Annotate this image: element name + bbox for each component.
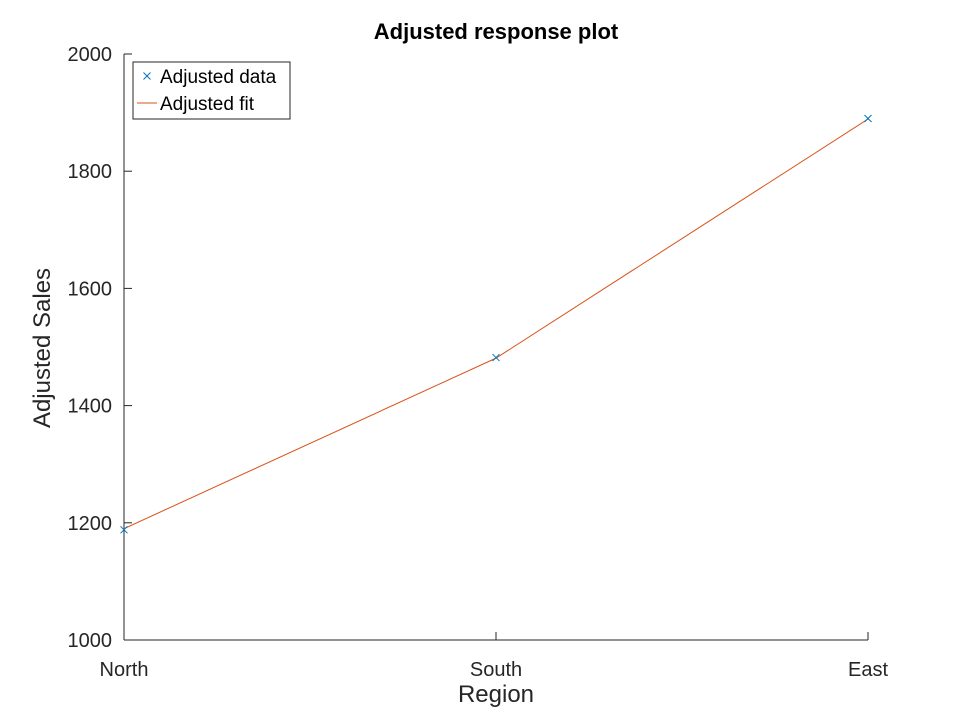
y-tick-label: 1000 <box>68 630 113 652</box>
legend-box <box>132 61 291 120</box>
legend-label-fit: Adjusted fit <box>160 94 255 115</box>
y-tick-label: 1400 <box>68 396 113 418</box>
legend: Adjusted data Adjusted fit <box>132 61 291 120</box>
chart-title: Adjusted response plot <box>374 19 619 44</box>
fit-line <box>123 118 869 530</box>
x-tick-label: South <box>470 659 522 681</box>
y-axis-title: Adjusted Sales <box>29 268 56 428</box>
data-point-stroke <box>492 353 500 362</box>
y-tick-label: 1800 <box>68 161 113 183</box>
data-point-stroke <box>864 114 872 123</box>
legend-label-data: Adjusted data <box>160 67 277 88</box>
x-tick-label: East <box>848 659 888 681</box>
y-tick-label: 2000 <box>68 44 113 66</box>
data-point <box>492 353 500 362</box>
y-tick-label: 1200 <box>68 513 113 535</box>
x-axis-title: Region <box>458 681 534 708</box>
axes: 1000 1200 1400 1600 1800 2000 North South East <box>68 44 889 681</box>
y-tick-label: 1600 <box>68 278 113 300</box>
legend-marker-x <box>143 72 151 80</box>
plot-area <box>120 114 872 534</box>
legend-marker-stroke <box>143 72 151 80</box>
x-tick-label: North <box>100 659 149 681</box>
data-point <box>864 114 872 123</box>
data-point-stroke <box>120 525 128 534</box>
data-point <box>120 525 128 534</box>
